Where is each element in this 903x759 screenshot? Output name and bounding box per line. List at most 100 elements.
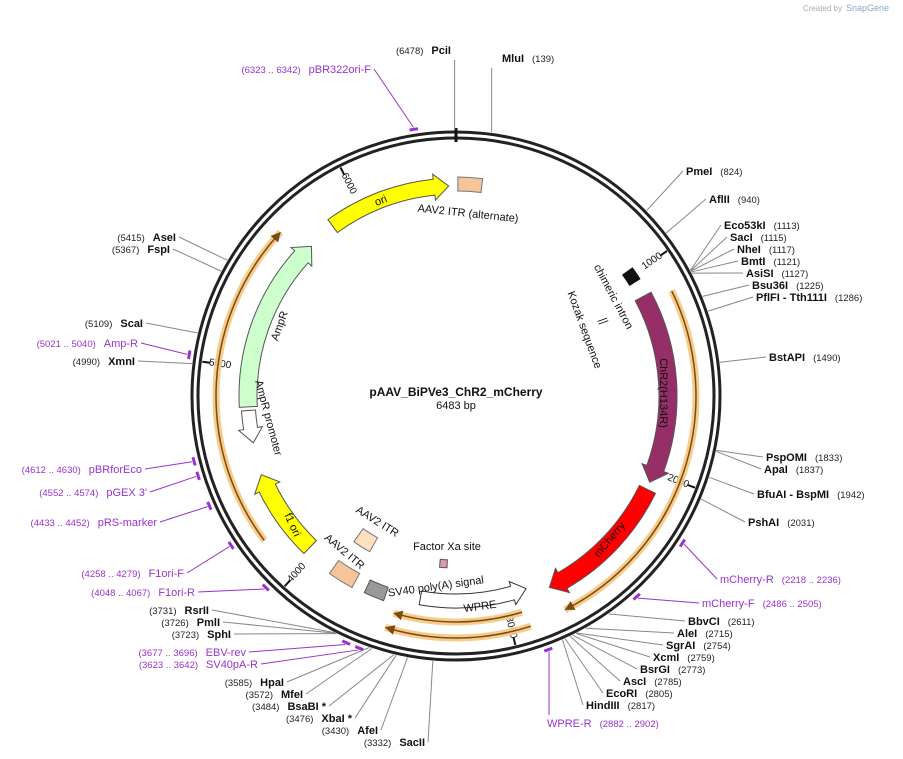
enzyme-site: (1113) (774, 221, 800, 232)
enzyme-name: XbaI * (321, 713, 352, 725)
enzyme-leader (585, 627, 675, 634)
enzyme-label: (6478) PciI (396, 45, 451, 57)
primer-range: (4258 .. 4279) (81, 569, 140, 580)
enzyme-label: NheI (1117) (737, 244, 795, 256)
enzyme-site: (2785) (654, 677, 681, 688)
enzyme-name: AfeI (357, 725, 378, 737)
primer-range: (3677 .. 3696) (138, 648, 197, 659)
primer-label: (4552 .. 4574) pGEX 3' (39, 487, 147, 499)
primer-range: (2882 .. 2902) (600, 719, 659, 730)
bp-tick-label: 6000 (339, 171, 359, 196)
bp-tick (512, 637, 517, 646)
enzyme-leader (716, 449, 764, 458)
primer-leader (159, 506, 208, 523)
primer-label: (5021 .. 5040) Amp-R (37, 338, 138, 350)
feature-shape (353, 528, 379, 553)
enzyme-label: (3476) XbaI * (286, 713, 353, 725)
enzyme-name: PmlI (197, 617, 220, 629)
primer-range: (4552 .. 4574) (39, 488, 98, 499)
primer-label: (4433 .. 4452) pRS-marker (31, 517, 158, 529)
primer-site (195, 471, 201, 481)
enzyme-site: (1490) (813, 353, 840, 364)
primer-site (354, 645, 364, 652)
enzyme-name: EcoRI (606, 688, 637, 700)
primer-site (187, 350, 192, 360)
enzyme-leader (286, 647, 370, 683)
enzyme-leader (145, 322, 198, 334)
enzyme-label: (3723) SphI (172, 629, 231, 641)
enzyme-site: (1833) (815, 453, 842, 464)
primer-label: WPRE-R (2882 .. 2902) (547, 718, 659, 730)
primer-leader (637, 597, 700, 604)
enzyme-site: (5367) (112, 245, 139, 256)
enzyme-leader (709, 476, 755, 495)
enzyme-label: (3430) AfeI (322, 725, 378, 737)
feature-shape (622, 267, 641, 286)
enzyme-leader (564, 638, 604, 694)
enzyme-site: (940) (738, 195, 760, 206)
feature-shape (418, 580, 527, 609)
orange-arrowhead (270, 232, 281, 243)
primer-site (678, 538, 686, 548)
enzyme-label: SgrAI (2754) (666, 640, 731, 652)
primer-name: F1ori-R (158, 587, 195, 599)
enzyme-name: RsrII (185, 605, 209, 617)
primer-label: (3677 .. 3696) EBV-rev (138, 647, 246, 659)
enzyme-leader (172, 248, 222, 272)
bp-tick (687, 483, 696, 489)
enzyme-leader (719, 356, 767, 363)
enzyme-leader (380, 657, 408, 731)
enzyme-site: (5415) (117, 233, 144, 244)
primer-site (632, 592, 641, 601)
enzyme-site: (4990) (73, 357, 100, 368)
bp-tick (659, 250, 668, 257)
enzyme-leader (222, 621, 336, 634)
primer-site (261, 583, 270, 592)
enzyme-leader (178, 236, 228, 261)
primer-leader (197, 588, 265, 593)
watermark-prefix: Created by (803, 4, 842, 13)
enzyme-site: (3484) (252, 702, 279, 713)
enzyme-leader (328, 654, 395, 707)
primer-name: Amp-R (104, 338, 138, 350)
primer-range: (3623 .. 3642) (139, 660, 198, 671)
primer-leader (248, 643, 346, 653)
primer-name: SV40pA-R (206, 659, 258, 671)
enzyme-label: PflFI - Tth111I (1286) (756, 292, 862, 304)
plasmid-name: pAAV_BiPVe3_ChR2_mCherry (369, 385, 543, 399)
enzyme-leader (305, 647, 373, 695)
primer-leader (260, 649, 359, 665)
orange-line (384, 625, 532, 639)
enzyme-name: MluI (502, 53, 524, 65)
enzyme-label: BmtI (1121) (741, 256, 800, 268)
bp-tick-label: 1000 (640, 250, 665, 272)
enzyme-leader (211, 609, 335, 634)
enzyme-name: BsrGI (640, 664, 670, 676)
kozak-mark: || (596, 316, 609, 325)
enzyme-name: AsiSI (746, 268, 774, 280)
enzyme-name: ApaI (764, 464, 788, 476)
enzyme-leader (691, 260, 739, 273)
enzyme-name: PflFI - Tth111I (756, 292, 827, 304)
feature-shape (548, 484, 657, 594)
enzyme-label: PspOMI (1833) (766, 452, 842, 464)
enzyme-name: BbvCI (688, 616, 720, 628)
orange-arrowhead (385, 625, 396, 635)
primer-name: pGEX 3' (106, 487, 147, 499)
enzyme-site: (3723) (172, 630, 199, 641)
enzyme-label: (3572) MfeI (246, 689, 303, 701)
enzyme-site: (3430) (322, 726, 349, 737)
enzyme-site: (3731) (149, 606, 176, 617)
primer-name: mCherry-F (702, 598, 755, 610)
enzyme-leader (572, 634, 638, 670)
bp-tick-label: 4000 (285, 561, 308, 585)
enzyme-name: MfeI (281, 689, 303, 701)
enzyme-label: BstAPI (1490) (769, 352, 841, 364)
enzyme-site: (1117) (769, 245, 795, 256)
enzyme-label: BsrGI (2773) (640, 664, 705, 676)
enzyme-site: (1942) (837, 490, 864, 501)
enzyme-leader (576, 632, 664, 646)
bp-tick (339, 167, 346, 176)
orange-arrowhead (565, 601, 576, 610)
enzyme-leader (569, 635, 621, 682)
